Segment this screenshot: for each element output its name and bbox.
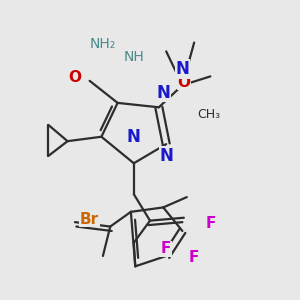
Text: N: N [176,60,189,78]
Text: N: N [159,147,173,165]
Text: Br: Br [80,212,99,227]
Text: CH₃: CH₃ [197,108,220,121]
Text: F: F [161,241,171,256]
Text: N: N [127,128,141,146]
Text: N: N [156,84,170,102]
Text: O: O [177,75,190,90]
Text: F: F [205,216,215,231]
Text: O: O [68,70,81,86]
Text: NH₂: NH₂ [90,37,116,51]
Text: F: F [189,250,200,265]
Text: NH: NH [123,50,144,64]
